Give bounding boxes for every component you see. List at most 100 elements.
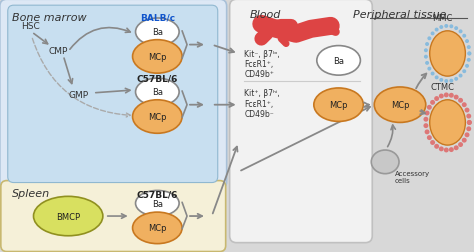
Text: HSC: HSC (22, 22, 40, 31)
Ellipse shape (133, 100, 182, 134)
Ellipse shape (435, 28, 438, 33)
Ellipse shape (465, 133, 470, 138)
Ellipse shape (136, 191, 179, 216)
Ellipse shape (439, 147, 444, 152)
Ellipse shape (458, 99, 463, 103)
Text: Ba: Ba (333, 57, 344, 66)
Ellipse shape (434, 144, 439, 149)
Text: Bone marrow: Bone marrow (12, 13, 86, 23)
Text: Ba: Ba (152, 88, 163, 97)
Text: MCp: MCp (391, 101, 409, 110)
Ellipse shape (444, 25, 448, 29)
Ellipse shape (423, 117, 428, 122)
Ellipse shape (462, 138, 467, 143)
Ellipse shape (465, 65, 469, 69)
Ellipse shape (444, 93, 449, 98)
Text: Ba: Ba (152, 28, 163, 37)
Ellipse shape (435, 76, 438, 80)
Ellipse shape (449, 148, 454, 152)
Ellipse shape (467, 46, 471, 50)
Ellipse shape (425, 111, 429, 116)
Text: Peripheral tissue: Peripheral tissue (353, 10, 447, 20)
Ellipse shape (458, 30, 463, 34)
Ellipse shape (462, 103, 467, 108)
Text: GMP: GMP (68, 91, 88, 100)
Ellipse shape (317, 46, 360, 76)
Ellipse shape (467, 59, 471, 62)
Ellipse shape (439, 26, 443, 30)
Ellipse shape (449, 25, 453, 29)
Text: Kit⁻, β7ˡᵒ,: Kit⁻, β7ˡᵒ, (245, 49, 280, 58)
Ellipse shape (458, 143, 463, 147)
Text: MCp: MCp (148, 224, 166, 232)
Ellipse shape (434, 97, 439, 102)
Ellipse shape (467, 120, 472, 125)
Text: Blood: Blood (249, 10, 281, 20)
Ellipse shape (133, 212, 182, 244)
Ellipse shape (458, 74, 463, 78)
Ellipse shape (462, 70, 466, 74)
Ellipse shape (466, 127, 471, 132)
Ellipse shape (462, 35, 466, 39)
Text: BMCP: BMCP (56, 212, 80, 221)
Ellipse shape (430, 72, 435, 76)
Text: MCp: MCp (148, 53, 166, 62)
Ellipse shape (465, 40, 469, 44)
Ellipse shape (314, 89, 364, 122)
Ellipse shape (454, 95, 459, 100)
Text: C57BL/6: C57BL/6 (137, 190, 178, 199)
Ellipse shape (423, 124, 428, 129)
Ellipse shape (136, 19, 179, 46)
Ellipse shape (430, 100, 465, 145)
Text: CD49b⁺: CD49b⁺ (245, 70, 274, 79)
Ellipse shape (425, 62, 429, 66)
Ellipse shape (427, 136, 432, 141)
Text: CD49b⁻: CD49b⁻ (245, 109, 274, 118)
Ellipse shape (430, 32, 435, 36)
FancyBboxPatch shape (1, 181, 226, 251)
Ellipse shape (430, 140, 435, 145)
Text: MCp: MCp (329, 101, 348, 110)
FancyBboxPatch shape (8, 6, 218, 183)
Ellipse shape (430, 32, 465, 77)
Text: MMC: MMC (432, 14, 453, 23)
Ellipse shape (371, 150, 399, 174)
Ellipse shape (467, 120, 472, 125)
Ellipse shape (454, 78, 458, 81)
Ellipse shape (34, 197, 103, 236)
Ellipse shape (428, 37, 431, 41)
Text: FcεR1⁺,: FcεR1⁺, (245, 60, 274, 69)
Ellipse shape (454, 146, 459, 151)
Text: CTMC: CTMC (430, 83, 455, 91)
Ellipse shape (444, 148, 449, 153)
Ellipse shape (444, 80, 448, 84)
Ellipse shape (439, 94, 444, 99)
Ellipse shape (425, 43, 429, 47)
Text: BALB/c: BALB/c (140, 13, 175, 22)
Text: CMP: CMP (48, 47, 68, 56)
Ellipse shape (449, 93, 454, 98)
Ellipse shape (136, 79, 179, 106)
Ellipse shape (467, 52, 471, 56)
Ellipse shape (430, 101, 435, 105)
Ellipse shape (467, 52, 471, 56)
Ellipse shape (424, 49, 428, 53)
Ellipse shape (428, 67, 431, 71)
Text: Ba: Ba (152, 199, 163, 208)
Text: MCp: MCp (148, 113, 166, 121)
Ellipse shape (427, 105, 432, 110)
Ellipse shape (439, 79, 443, 83)
Ellipse shape (449, 79, 453, 83)
FancyBboxPatch shape (229, 0, 372, 243)
Ellipse shape (425, 130, 429, 135)
Text: C57BL/6: C57BL/6 (137, 74, 178, 83)
Text: FcεR1⁺,: FcεR1⁺, (245, 99, 274, 108)
Text: Spleen: Spleen (12, 189, 50, 199)
Ellipse shape (424, 55, 428, 59)
Text: Accessory
cells: Accessory cells (395, 170, 430, 183)
FancyBboxPatch shape (0, 0, 227, 189)
Ellipse shape (465, 108, 470, 113)
Ellipse shape (133, 41, 182, 74)
Text: Kit⁺, β7ʰⁱ,: Kit⁺, β7ʰⁱ, (245, 89, 280, 98)
Ellipse shape (466, 114, 471, 119)
